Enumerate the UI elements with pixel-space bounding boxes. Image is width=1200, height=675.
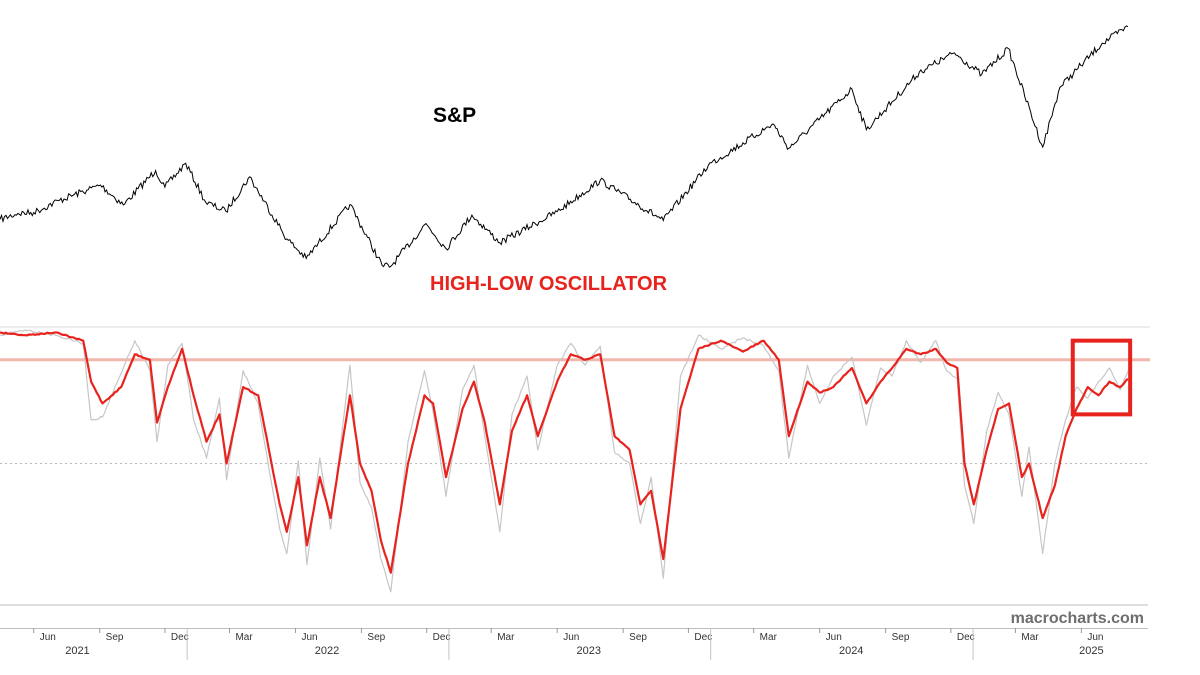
year-label: 2024 [839, 645, 863, 657]
year-label: 2021 [65, 645, 89, 657]
oscillator-panel [0, 326, 1150, 593]
x-tick-label: Sep [629, 632, 647, 643]
x-tick-label: Dec [694, 632, 712, 643]
oscillator-label: HIGH-LOW OSCILLATOR [430, 273, 668, 295]
x-tick-label: Dec [433, 632, 451, 643]
x-tick-label: Jun [40, 632, 56, 643]
x-tick-label: Jun [563, 632, 579, 643]
x-axis: Jun Sep Dec Mar Jun Sep Dec Mar Jun Sep Dec Mar Jun S… [0, 628, 1148, 660]
x-tick-label: Dec [957, 632, 975, 643]
x-tick-label: Mar [760, 632, 778, 643]
year-label: 2022 [315, 645, 339, 657]
sp-price-line [0, 25, 1129, 268]
x-tick-label: Sep [106, 632, 124, 643]
highlight-box [1070, 338, 1133, 417]
x-tick-label: Sep [367, 632, 385, 643]
x-tick-label: Mar [1021, 632, 1039, 643]
x-tick-label: Jun [1087, 632, 1103, 643]
sp-label: S&P [433, 104, 476, 127]
x-tick-label: Jun [826, 632, 842, 643]
x-tick-label: Sep [892, 632, 910, 643]
sp-panel: S&P [0, 25, 1129, 268]
oscillator-smoothed-line [0, 331, 1129, 574]
x-tick-label: Mar [235, 632, 253, 643]
x-tick-label: Mar [497, 632, 515, 643]
x-tick-label: Dec [171, 632, 189, 643]
x-tick-label: Jun [301, 632, 317, 643]
watermark: macrocharts.com [1011, 610, 1144, 627]
year-label: 2025 [1079, 645, 1103, 657]
year-label: 2023 [576, 645, 600, 657]
